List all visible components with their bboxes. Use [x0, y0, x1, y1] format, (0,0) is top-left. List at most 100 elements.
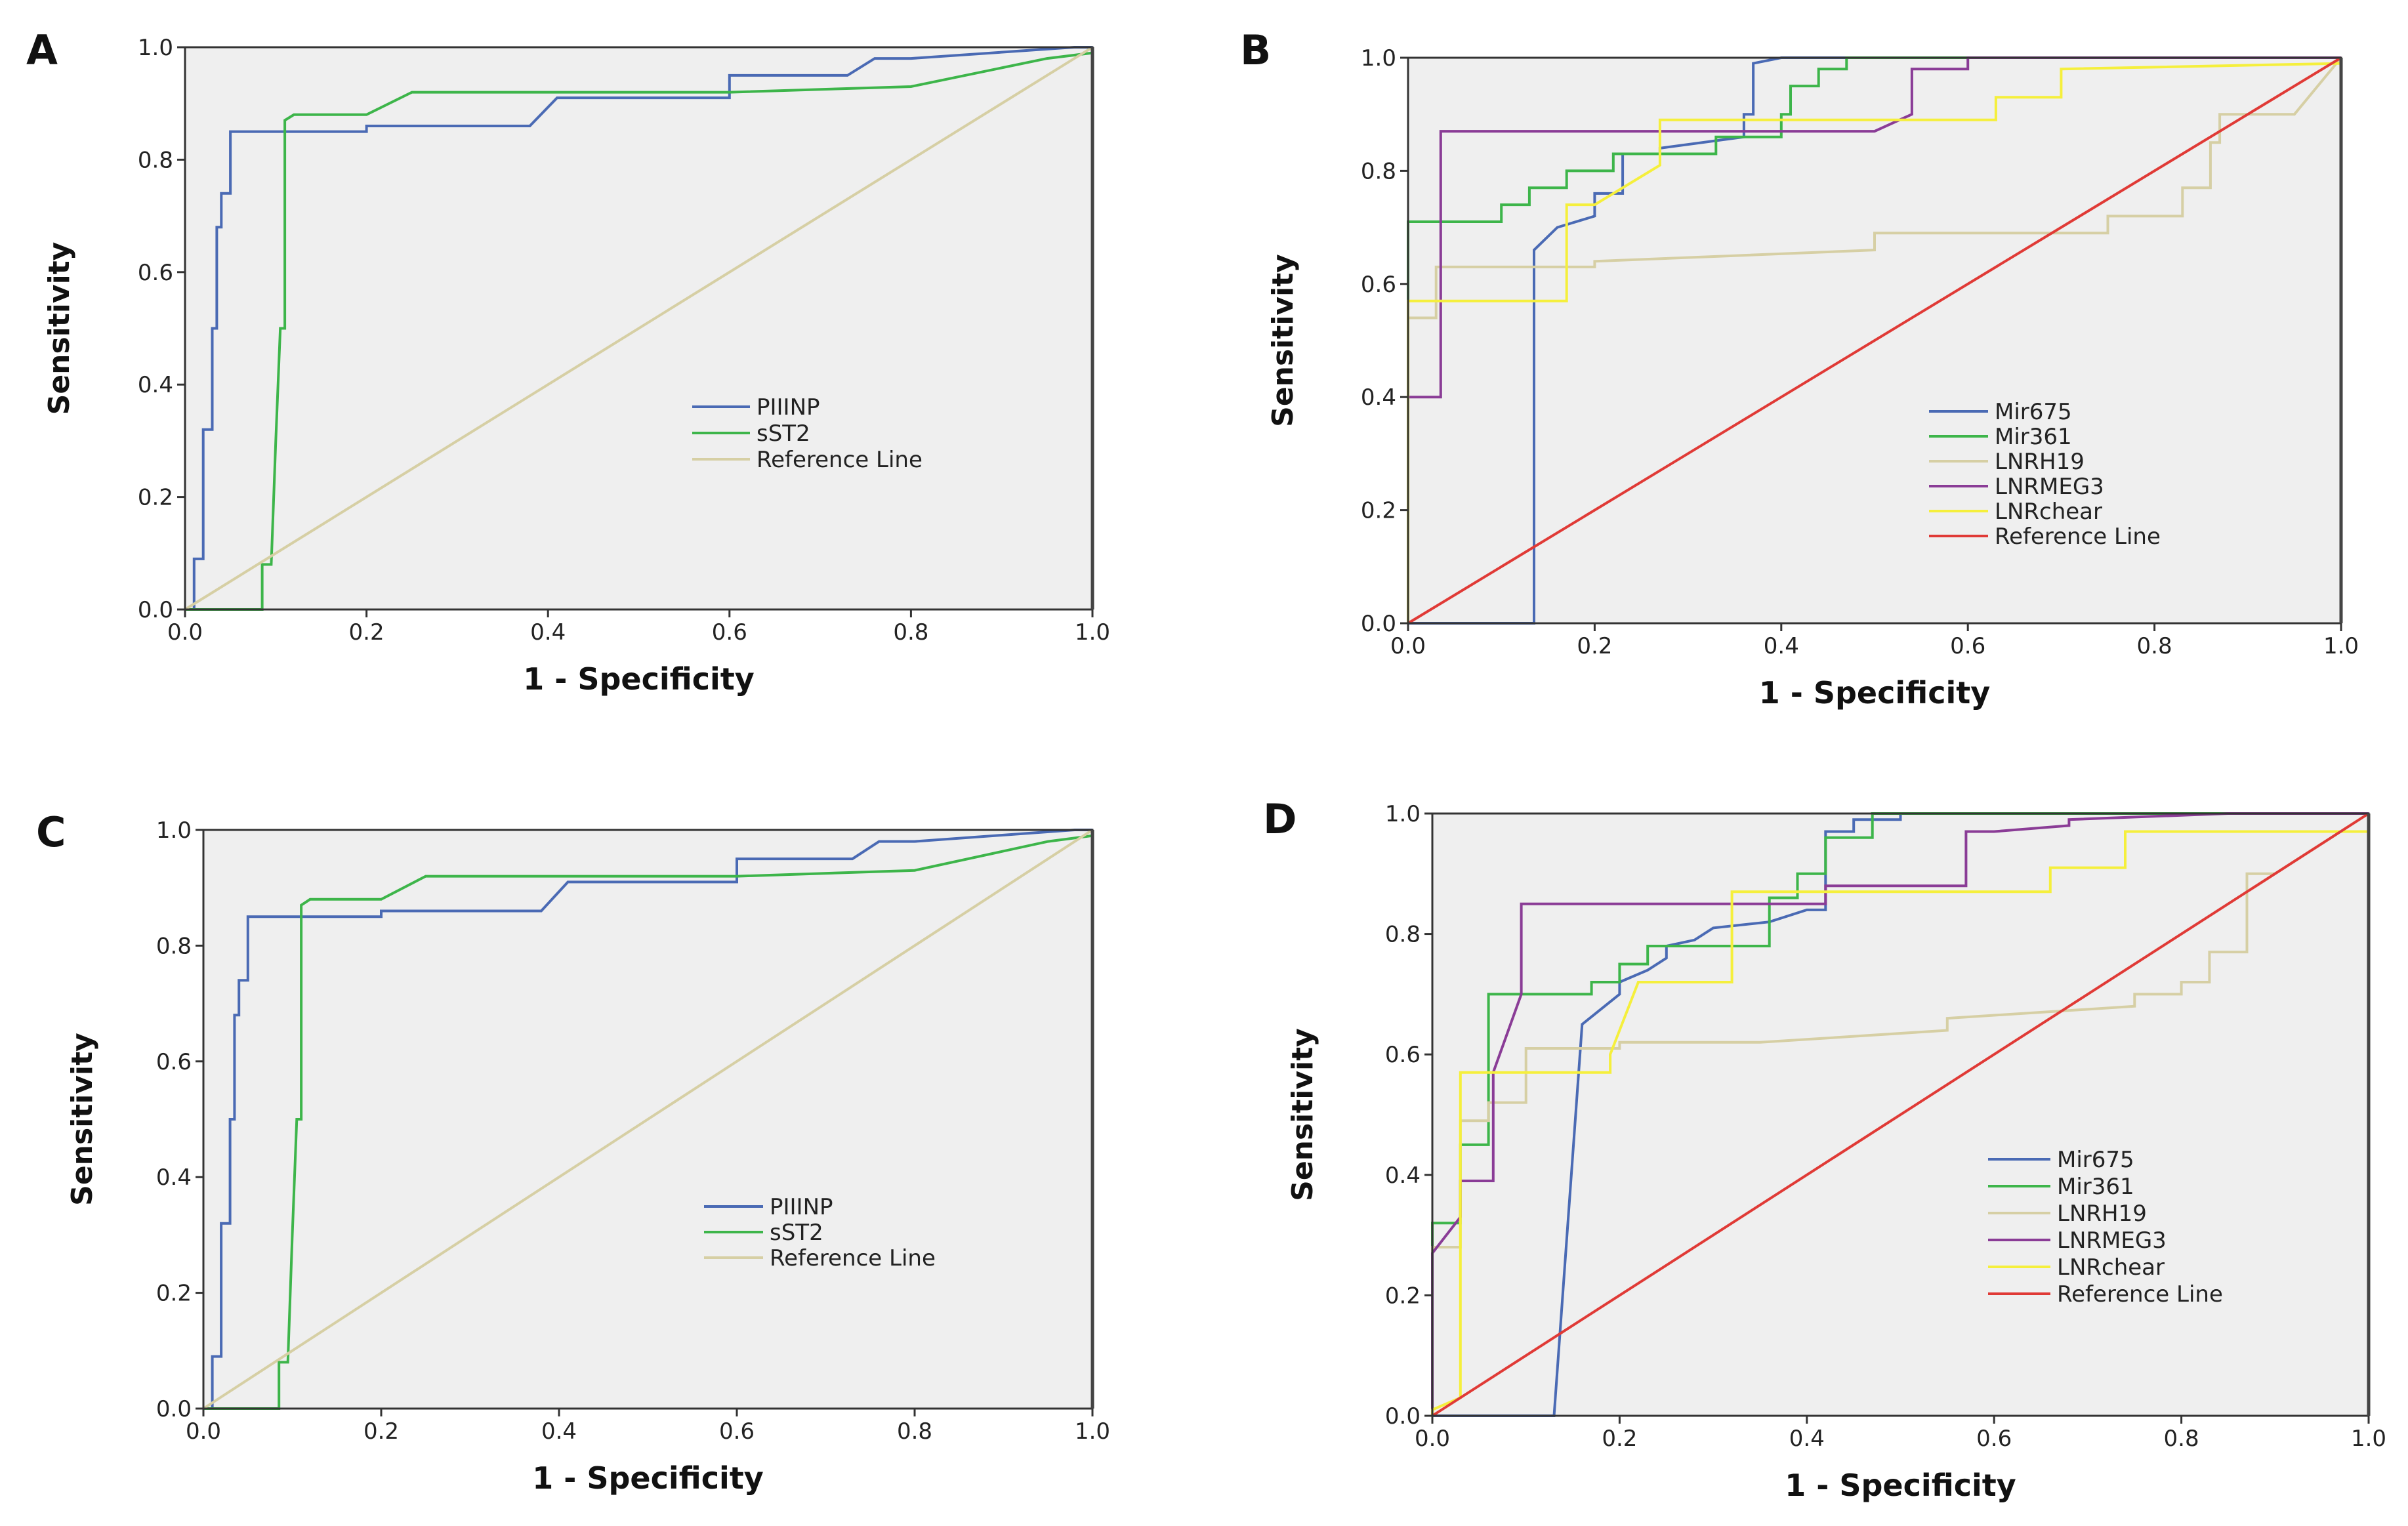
y-tick-label-c: 0.2 [156, 1281, 192, 1307]
x-axis-title-b: 1 - Specificity [1759, 675, 1991, 711]
y-tick-label-d: 0.8 [1385, 922, 1421, 948]
y-tick-label-c: 0.4 [156, 1165, 192, 1191]
legend-label-reference-line-d: Reference Line [2057, 1281, 2223, 1308]
series-lnrh19-d [1431, 812, 2370, 1416]
x-axis-title-c: 1 - Specificity [532, 1460, 764, 1496]
legend-label-mir675-b: Mir675 [1995, 399, 2072, 425]
series-lnrh19-b [1407, 56, 2342, 623]
y-tick-label-a: 0.0 [138, 597, 173, 623]
legend-label-lnrh19-b: LNRH19 [1995, 449, 2085, 475]
series-lnrchear-b [1407, 62, 2342, 623]
y-tick-label-d: 0.0 [1385, 1403, 1421, 1430]
y-tick-label-d: 0.2 [1385, 1283, 1421, 1309]
x-tick-label-a: 0.8 [893, 619, 928, 646]
panel-label-c: C [36, 808, 66, 856]
x-tick-label-d: 1.0 [2351, 1426, 2386, 1452]
series-reference-line-c [202, 829, 1094, 1410]
x-axis-title-d: 1 - Specificity [1785, 1468, 2016, 1503]
series-sst2-c [203, 834, 1093, 1410]
x-tick-label-d: 0.6 [1976, 1426, 2012, 1452]
series-reference-line-d [1431, 812, 2370, 1417]
series-piiinp-c [203, 829, 1092, 1410]
x-tick-label-d: 0.4 [1789, 1426, 1825, 1452]
y-tick-label-a: 0.8 [138, 147, 173, 173]
legend-label-reference-line-b: Reference Line [1995, 524, 2161, 550]
y-tick-label-c: 0.8 [156, 933, 192, 959]
x-tick-label-d: 0.0 [1415, 1426, 1450, 1452]
panel-c: 0.0 0.2 0.4 0.6 0.8 1.0 0.0 0.2 0.4 0.6 0.8 1.0 1 - … [36, 808, 1110, 1496]
y-axis-title-d: Sensitivity [1286, 1028, 1319, 1201]
legend-d: Mir675Mir361LNRH19LNRMEG3LNRchearReferen… [1988, 1147, 2223, 1308]
y-axis-title-c: Sensitivity [66, 1033, 99, 1206]
series-mir361-d [1431, 812, 2369, 1416]
y-tick-label-a: 0.4 [138, 372, 173, 398]
y-tick-label-c: 0.6 [156, 1049, 192, 1075]
y-tick-label-b: 0.4 [1361, 384, 1396, 411]
x-tick-label-c: 0.8 [897, 1418, 932, 1445]
x-tick-label-a: 0.0 [167, 619, 203, 646]
legend-label-mir675-d: Mir675 [2057, 1147, 2134, 1173]
legend-label-sst2-c: sST2 [770, 1220, 823, 1246]
x-axis-title-a: 1 - Specificity [523, 661, 755, 697]
panel-label-b: B [1240, 26, 1271, 74]
y-axis-title-a: Sensitivity [43, 242, 76, 415]
legend-label-piiinp-c: PIIINP [770, 1194, 833, 1220]
y-tick-label-d: 0.6 [1385, 1042, 1421, 1068]
legend-label-lnrchear-b: LNRchear [1995, 499, 2102, 525]
y-axis-title-b: Sensitivity [1266, 254, 1300, 427]
series-reference-line-a [184, 46, 1094, 611]
y-tick-label-b: 0.2 [1361, 498, 1396, 524]
y-tick-label-b: 0.6 [1361, 272, 1396, 298]
x-tick-label-a: 0.2 [349, 619, 384, 646]
legend-label-lnrchear-d: LNRchear [2057, 1254, 2165, 1281]
panel-b: 0.0 0.2 0.4 0.6 0.8 1.0 0.0 0.2 0.4 0.6 0.8 1.0 1 - … [1240, 26, 2359, 711]
x-tick-label-a: 0.6 [712, 619, 747, 646]
legend-label-lnrmeg3-d: LNRMEG3 [2057, 1227, 2167, 1254]
legend-label-piiinp-a: PIIINP [757, 394, 820, 421]
y-tick-label-c: 0.0 [156, 1396, 192, 1422]
x-tick-label-b: 0.8 [2137, 633, 2172, 659]
x-tick-label-b: 0.2 [1577, 633, 1612, 659]
x-tick-label-c: 0.6 [719, 1418, 755, 1445]
series-lnrmeg3-b [1407, 56, 2341, 623]
y-tick-label-a: 0.6 [138, 260, 173, 286]
x-tick-label-a: 0.4 [530, 619, 566, 646]
panel-label-d: D [1263, 795, 1297, 843]
x-tick-label-d: 0.8 [2164, 1426, 2199, 1452]
y-tick-label-d: 1.0 [1385, 801, 1421, 827]
legend-b: Mir675Mir361LNRH19LNRMEG3LNRchearReferen… [1929, 399, 2161, 550]
series-mir361-b [1407, 56, 2341, 623]
x-tick-label-c: 1.0 [1075, 1418, 1110, 1445]
legend-label-lnrh19-d: LNRH19 [2057, 1201, 2147, 1227]
panel-a: 0.0 0.2 0.4 0.6 0.8 1.0 0.0 0.2 0.4 0.6 0.8 1.0 1 - … [26, 26, 1110, 697]
panel-d: 0.0 0.2 0.4 0.6 0.8 1.0 0.0 0.2 0.4 0.6 0.8 1.0 1 - … [1263, 795, 2386, 1503]
x-tick-label-c: 0.2 [363, 1418, 399, 1445]
series-lnrchear-d [1431, 830, 2369, 1416]
legend-label-mir361-b: Mir361 [1995, 424, 2072, 450]
y-tick-label-a: 1.0 [138, 35, 173, 61]
x-tick-label-b: 0.6 [1950, 633, 1985, 659]
y-tick-label-b: 0.0 [1361, 611, 1396, 637]
series-sst2-a [185, 51, 1093, 611]
legend-label-sst2-a: sST2 [757, 421, 810, 447]
legend-label-reference-line-a: Reference Line [757, 447, 923, 473]
y-tick-label-c: 1.0 [156, 817, 192, 844]
y-tick-label-d: 0.4 [1385, 1163, 1421, 1189]
series-mir675-d [1432, 812, 2369, 1417]
x-tick-label-c: 0.0 [186, 1418, 221, 1445]
x-tick-label-b: 0.0 [1390, 633, 1426, 659]
y-tick-label-a: 0.2 [138, 485, 173, 511]
series-piiinp-a [185, 46, 1092, 611]
y-tick-label-b: 1.0 [1361, 45, 1396, 72]
x-tick-label-b: 0.4 [1764, 633, 1799, 659]
legend-label-mir361-d: Mir361 [2057, 1174, 2134, 1200]
legend-label-reference-line-c: Reference Line [770, 1245, 936, 1271]
panel-label-a: A [26, 26, 58, 74]
legend-label-lnrmeg3-b: LNRMEG3 [1995, 474, 2104, 500]
series-reference-line-b [1407, 56, 2342, 625]
x-tick-label-c: 0.4 [541, 1418, 577, 1445]
x-tick-label-a: 1.0 [1075, 619, 1110, 646]
